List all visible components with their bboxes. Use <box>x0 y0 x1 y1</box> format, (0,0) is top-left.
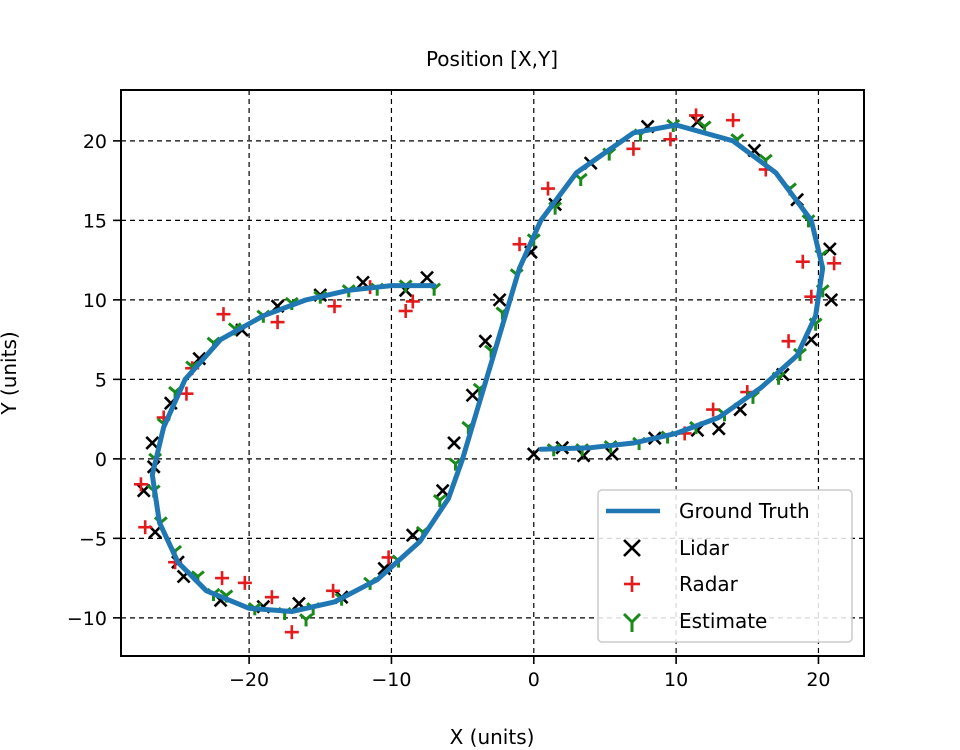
radar-point <box>781 334 796 349</box>
x-tick-label: 20 <box>806 669 830 691</box>
radar-point <box>405 294 420 309</box>
lidar-point <box>435 483 450 498</box>
radar-point <box>541 181 556 196</box>
legend-box <box>597 489 853 643</box>
legend-swatch-estimate <box>622 612 642 632</box>
radar-point <box>827 256 842 271</box>
y-tick-label: 15 <box>83 210 107 232</box>
radar-point <box>326 583 341 598</box>
legend-swatch-lidar <box>623 539 641 557</box>
lidar-point <box>465 388 480 403</box>
ground-truth-line <box>149 122 826 614</box>
radar-point <box>726 113 741 128</box>
radar-point <box>626 141 641 156</box>
legend-label-estimate: Estimate <box>679 609 767 633</box>
x-axis: −20 −10 0 10 20 <box>229 656 831 691</box>
radar-point <box>215 571 230 586</box>
y-tick-label: 10 <box>83 290 107 312</box>
radar-point <box>706 402 721 417</box>
radar-point <box>327 299 342 314</box>
series-ground-truth <box>149 122 826 614</box>
y-axis-title: Y (units) <box>0 331 21 415</box>
y-tick-label: 5 <box>95 369 107 391</box>
radar-point <box>179 386 194 401</box>
legend-swatch-radar <box>624 576 640 592</box>
radar-point <box>284 625 299 640</box>
radar-point <box>133 477 148 492</box>
estimate-point <box>432 494 447 508</box>
y-tick-label: −5 <box>79 528 107 550</box>
radar-point <box>264 590 279 605</box>
x-tick-label: 10 <box>664 669 688 691</box>
lidar-point <box>478 334 493 349</box>
radar-point <box>138 520 153 535</box>
y-tick-label: −10 <box>67 608 107 630</box>
y-tick-label: 20 <box>83 131 107 153</box>
radar-point <box>795 254 810 269</box>
estimate-point <box>299 613 313 627</box>
lidar-point <box>405 528 420 543</box>
lidar-point <box>492 292 507 307</box>
legend-label-ground-truth: Ground Truth <box>679 499 810 523</box>
lidar-point <box>824 292 839 307</box>
y-tick-label: 0 <box>95 449 107 471</box>
x-axis-title: X (units) <box>450 725 535 749</box>
lidar-point <box>605 447 619 462</box>
x-tick-label: −10 <box>371 669 411 691</box>
x-tick-label: −20 <box>229 669 269 691</box>
legend: Ground Truth Lidar Radar Estimate <box>597 489 853 643</box>
radar-point <box>398 303 413 318</box>
radar-point <box>689 108 704 123</box>
radar-point <box>663 132 678 147</box>
radar-point <box>216 307 231 322</box>
radar-point <box>270 315 285 330</box>
lidar-point <box>145 436 160 450</box>
series-radar <box>133 108 842 640</box>
radar-point <box>512 237 527 252</box>
lidar-point <box>526 447 541 462</box>
radar-point <box>237 575 252 590</box>
legend-label-radar: Radar <box>679 572 739 596</box>
chart-title: Position [X,Y] <box>426 47 558 71</box>
x-tick-label: 0 <box>528 669 540 691</box>
lidar-point <box>420 270 434 285</box>
data-marks <box>133 108 842 640</box>
plot-frame <box>120 89 865 657</box>
grid-lines <box>121 90 864 656</box>
y-axis: −10 −5 0 5 10 15 20 <box>67 131 121 630</box>
lidar-point <box>447 436 461 450</box>
lidar-point <box>711 421 726 436</box>
legend-label-lidar: Lidar <box>679 536 730 560</box>
